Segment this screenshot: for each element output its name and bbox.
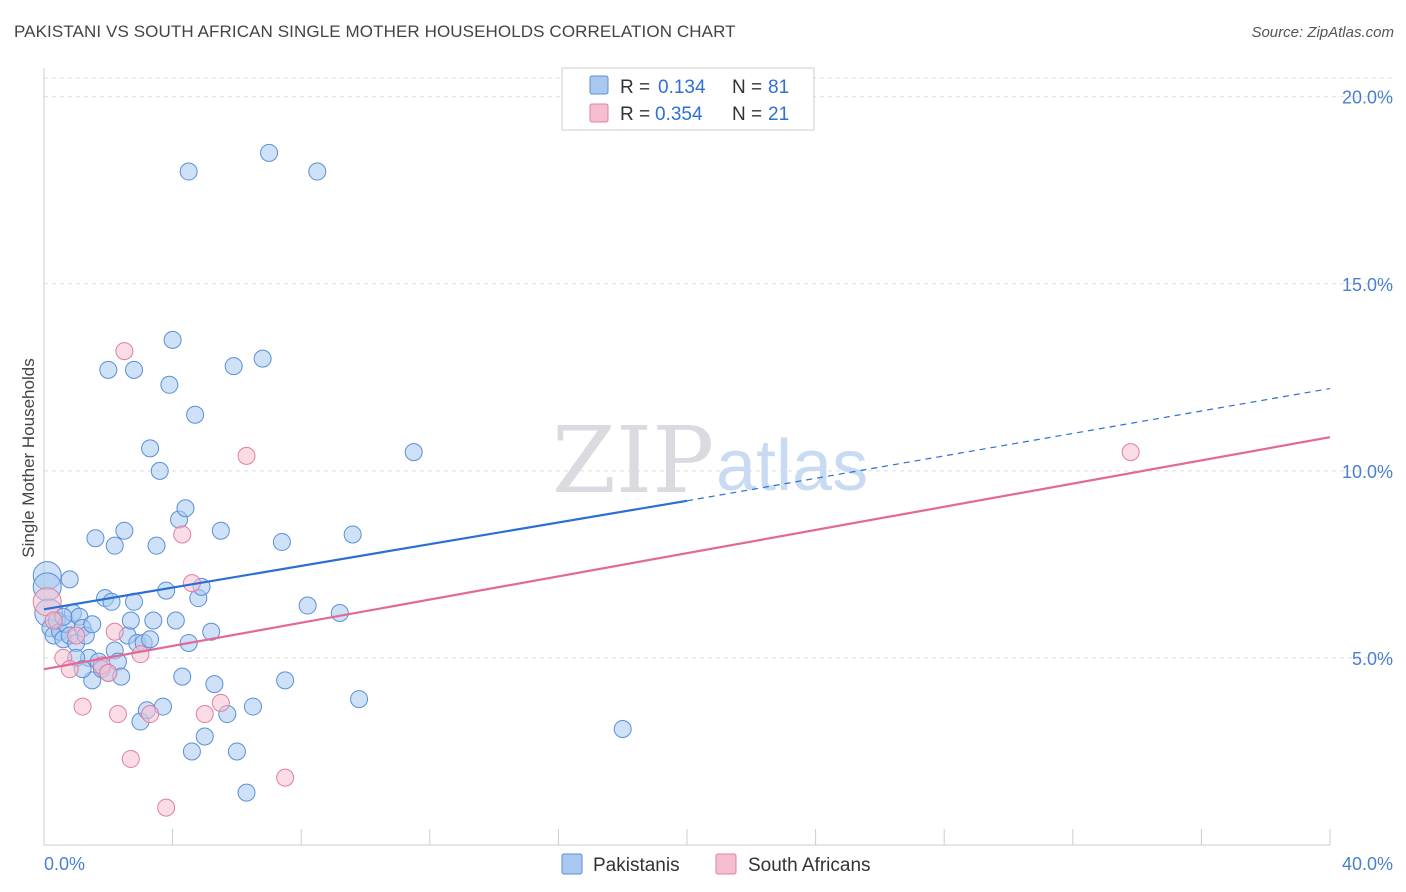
pakistanis-point [272,532,291,551]
south-africans-points [32,342,1140,817]
legend-r-label-1: R = [620,77,655,98]
pakistanis-point [150,461,169,480]
pakistanis-point [186,405,205,424]
pakistanis-point [613,720,632,739]
south-africans-point [99,663,118,682]
south-africans-point [108,705,127,724]
pakistanis-point [205,675,224,694]
south-africans-point [44,611,63,630]
pakistanis-point [163,330,182,349]
bottom-legend-south-africans: South Africans [748,855,871,876]
axes [43,68,1331,846]
pakistanis-trend-line [43,499,688,611]
pakistanis-point [60,570,79,589]
x-tick-labels: 0.0% 40.0% [44,854,1393,874]
watermark-atlas: atlas [716,426,868,506]
watermark: ZIP atlas [552,407,868,514]
pakistanis-point [83,615,102,634]
trend-lines [43,387,1331,671]
pakistanis-point [99,360,118,379]
y-tick-label: 5.0% [1352,649,1393,669]
south-africans-point [237,446,256,465]
pakistanis-point [308,162,327,181]
south-africans-point [276,768,295,787]
bottom-swatch-pakistanis [561,853,583,875]
pakistanis-point [350,690,369,709]
chart-title: PAKISTANI VS SOUTH AFRICAN SINGLE MOTHER… [14,22,736,41]
legend-n-value-2: 21 [768,104,789,125]
south-africans-point [1121,443,1140,462]
legend-n-label-1: N = [732,77,767,98]
pakistanis-point [202,622,221,641]
south-africans-trend-line [43,436,1331,671]
legend-swatch-south-africans [589,103,609,123]
legend-n-value-1: 81 [768,77,789,98]
bottom-swatch-south-africans [715,853,737,875]
south-africans-point [211,693,230,712]
bottom-legend-pakistanis: Pakistanis [593,855,680,876]
pakistanis-point [253,349,272,368]
grid-lines [44,77,1394,659]
x-tick-label: 40.0% [1342,854,1393,874]
pakistanis-point [237,783,256,802]
pakistanis-point [404,443,423,462]
x-tick-label: 0.0% [44,854,85,874]
pakistanis-point [160,375,179,394]
y-tick-labels: 5.0% 10.0% 15.0% 20.0% [1342,88,1393,669]
stats-legend: R = 0.134 N = 81 R = 0.354 N = 21 [561,67,815,131]
pakistanis-point [330,604,349,623]
pakistanis-point [243,697,262,716]
south-africans-point [115,342,134,361]
pakistanis-point [144,611,163,630]
pakistanis-points [32,143,632,802]
pakistanis-point [182,742,201,761]
pakistanis-point [343,525,362,544]
y-axis-label: Single Mother Households [19,358,38,557]
south-africans-point [121,749,140,768]
pakistanis-point [173,667,192,686]
watermark-zip: ZIP [552,407,714,514]
south-africans-point [73,697,92,716]
y-tick-label: 15.0% [1342,275,1393,295]
pakistanis-point [115,521,134,540]
pakistanis-point [86,529,105,548]
pakistanis-trend-extension [686,387,1331,502]
pakistanis-point [147,536,166,555]
legend-r-label-2: R = [620,104,655,125]
south-africans-point [141,705,160,724]
south-africans-point [195,705,214,724]
legend-n-label-2: N = [732,104,767,125]
pakistanis-point [227,742,246,761]
pakistanis-point [179,162,198,181]
south-africans-point [173,525,192,544]
legend-swatch-pakistanis [589,75,609,95]
pakistanis-point [105,536,124,555]
pakistanis-point [166,611,185,630]
y-tick-label: 20.0% [1342,88,1393,108]
pakistanis-point [176,499,195,518]
source-label: Source: ZipAtlas.com [1251,24,1394,41]
legend-r-value-2: 0.354 [655,104,703,125]
pakistanis-point [195,727,214,746]
pakistanis-point [260,143,279,162]
pakistanis-point [141,630,160,649]
series-legend: Pakistanis South Africans [561,853,871,876]
pakistanis-point [224,357,243,376]
y-tick-label: 10.0% [1342,462,1393,482]
south-africans-point [32,587,62,617]
pakistanis-point [141,439,160,458]
south-africans-point [105,622,124,641]
south-africans-point [131,645,150,664]
pakistanis-point [211,521,230,540]
south-africans-point [157,798,176,817]
legend-r-value-1: 0.134 [658,77,706,98]
pakistanis-point [125,360,144,379]
pakistanis-point [276,671,295,690]
south-africans-point [67,626,86,645]
pakistanis-point [121,611,140,630]
pakistanis-point [298,596,317,615]
